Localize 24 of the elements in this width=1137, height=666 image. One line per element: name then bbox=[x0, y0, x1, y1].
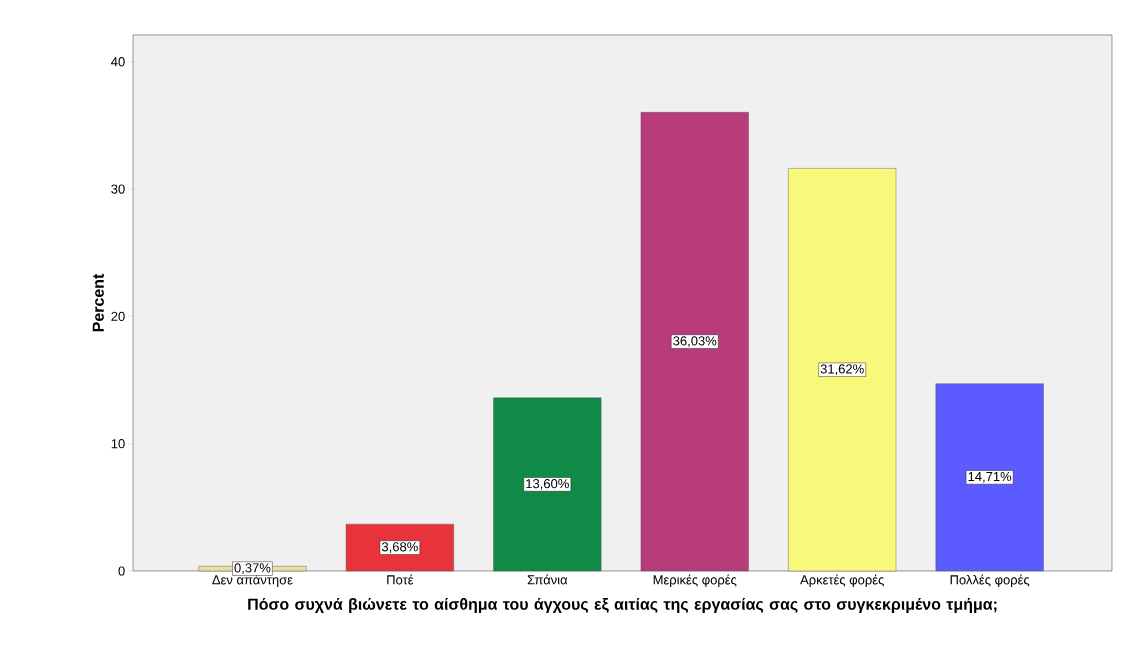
bar bbox=[640, 112, 749, 572]
bar bbox=[493, 397, 602, 572]
x-tick-label: Πολλές φορές bbox=[950, 574, 1030, 588]
y-tick-label: 30 bbox=[111, 184, 125, 194]
data-label: 0,37% bbox=[234, 563, 271, 574]
y-tick-label: 40 bbox=[111, 57, 125, 67]
y-tick-label: 0 bbox=[118, 566, 125, 576]
x-tick-label: Δεν απάντησε bbox=[212, 574, 293, 588]
y-tick-label: 20 bbox=[111, 311, 125, 321]
x-tick-label: Αρκετές φορές bbox=[800, 574, 884, 588]
x-tick-label: Σπάνια bbox=[527, 574, 568, 585]
data-label: 14,71% bbox=[968, 472, 1012, 483]
data-label: 31,62% bbox=[820, 364, 864, 376]
bar bbox=[345, 523, 454, 572]
data-label: 3,68% bbox=[381, 542, 418, 553]
y-tick-label: 10 bbox=[111, 439, 125, 449]
bar bbox=[788, 168, 897, 572]
x-axis-title: Πόσο συχνά βιώνετε το αίσθημα του άγχους εξ αιτίας της εργασίας σας στο συγκεκριμένο τμήμα; bbox=[248, 597, 997, 613]
x-tick-label: Μερικές φορές bbox=[653, 574, 737, 588]
data-label: 36,03% bbox=[673, 336, 717, 347]
bar bbox=[935, 383, 1044, 572]
data-label: 13,60% bbox=[526, 479, 569, 490]
y-axis-title: Percent bbox=[92, 273, 104, 332]
x-tick-label: Ποτέ bbox=[387, 574, 414, 585]
